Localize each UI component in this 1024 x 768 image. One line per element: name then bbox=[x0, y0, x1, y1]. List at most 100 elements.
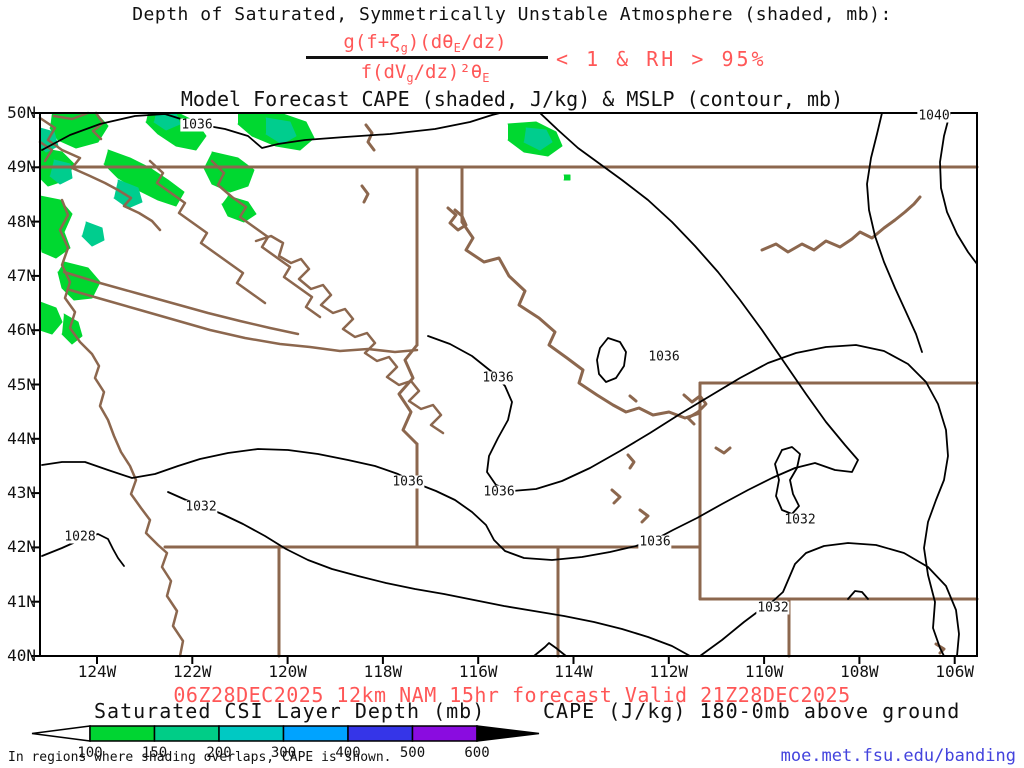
contour-1036 bbox=[41, 112, 859, 561]
equation-numerator: g(f+ζg)(dθE/dz) bbox=[343, 31, 507, 55]
colorbar-right-arrow bbox=[476, 725, 540, 742]
contour-label: 1036 bbox=[638, 534, 672, 550]
lon-label: 106W bbox=[935, 662, 974, 681]
forecast-valid-time: 06Z28DEC2025 12km NAM 15hr forecast Vali… bbox=[173, 683, 851, 707]
lon-label: 118W bbox=[363, 662, 403, 681]
page-title: Depth of Saturated, Symmetrically Unstab… bbox=[132, 4, 892, 25]
contour-1036 bbox=[41, 112, 501, 151]
colorbar-value: 300 bbox=[271, 745, 296, 761]
lat-label: 50N bbox=[7, 103, 36, 122]
colorbar-value: 100 bbox=[77, 745, 102, 761]
river-missouri bbox=[760, 195, 922, 254]
river-bit bbox=[628, 394, 638, 403]
coast-puget bbox=[148, 159, 267, 305]
contour-1040 bbox=[866, 112, 923, 353]
equation-condition: < 1 & RH > 95% bbox=[556, 47, 767, 71]
legend-title-csi: Saturated CSI Layer Depth (mb) bbox=[94, 699, 486, 723]
contour-1028 bbox=[41, 533, 125, 567]
contour-1036 bbox=[427, 335, 949, 657]
lat-label: 46N bbox=[7, 320, 36, 340]
lon-label: 120W bbox=[268, 662, 307, 681]
river-columbia-bend bbox=[254, 234, 445, 435]
river-snake-wy bbox=[682, 393, 708, 426]
colorbar-value: 200 bbox=[206, 745, 231, 761]
river-bit bbox=[638, 508, 650, 524]
colorbar-left-arrow bbox=[31, 725, 91, 742]
colorbar-segment bbox=[89, 725, 156, 742]
river-bit bbox=[714, 446, 732, 455]
shade-teal bbox=[81, 221, 105, 247]
lon-label: 116W bbox=[458, 662, 498, 681]
equation-denominator: f(dVg/dz)²θE bbox=[360, 61, 490, 85]
contour-label: 1036 bbox=[647, 349, 681, 365]
fraction-bar bbox=[306, 56, 548, 59]
coast-puget bbox=[210, 159, 322, 319]
shade-green bbox=[563, 174, 571, 181]
contour-1036-oval bbox=[596, 337, 627, 383]
river-bit bbox=[626, 453, 636, 470]
contour-1032-loop bbox=[774, 446, 801, 515]
lon-label: 108W bbox=[840, 662, 879, 681]
coast-vancouver bbox=[38, 140, 54, 163]
contour-label: 1036 bbox=[482, 484, 516, 500]
contour-label: 1036 bbox=[391, 474, 425, 490]
border-snake bbox=[397, 343, 419, 446]
lat-label: 49N bbox=[7, 157, 36, 177]
colorbar-segment bbox=[153, 725, 220, 742]
map-frame bbox=[39, 112, 978, 657]
contour-1032 bbox=[167, 491, 691, 657]
colorbar-segment bbox=[282, 725, 349, 742]
lat-label: 40N bbox=[7, 646, 36, 665]
lon-label: 114W bbox=[554, 662, 593, 681]
lon-label: 124W bbox=[77, 662, 117, 681]
contour-label: 1040 bbox=[917, 108, 951, 124]
colorbar: 100 150 200 300 400 500 600 bbox=[31, 725, 540, 761]
site-link[interactable]: moe.met.fsu.edu/banding bbox=[780, 746, 1016, 766]
lon-label: 112W bbox=[649, 662, 689, 681]
contour-label: 1028 bbox=[63, 529, 97, 545]
contour-label: 1032 bbox=[783, 512, 817, 528]
coast-vancouver bbox=[38, 116, 162, 232]
colorbar-segment bbox=[218, 725, 285, 742]
colorbar-value: 150 bbox=[142, 745, 167, 761]
lat-label: 45N bbox=[7, 374, 36, 394]
river-columbia-lower bbox=[62, 270, 300, 336]
river-pend-oreille bbox=[360, 184, 370, 204]
lat-label: 47N bbox=[7, 265, 36, 285]
lon-label: 122W bbox=[173, 662, 212, 681]
river-bit bbox=[610, 488, 622, 505]
coast-vancouver bbox=[52, 111, 90, 121]
lon-label: 110W bbox=[744, 662, 784, 681]
contour-label: 1032 bbox=[756, 600, 790, 616]
model-forecast-subtitle: Model Forecast CAPE (shaded, J/kg) & MSL… bbox=[180, 87, 844, 111]
contour-small bbox=[847, 590, 869, 600]
river-flathead bbox=[446, 206, 468, 232]
river-columbia-lower bbox=[68, 288, 419, 354]
lat-label: 44N bbox=[7, 428, 36, 448]
colorbar-value: 400 bbox=[335, 745, 360, 761]
coast-vancouver bbox=[91, 111, 105, 141]
overlap-note: In regions where shading overlaps, CAPE … bbox=[8, 750, 392, 765]
lat-label: 48N bbox=[7, 211, 36, 231]
river-okanogan bbox=[364, 123, 376, 152]
contour-1040 bbox=[939, 112, 978, 265]
colorbar-segment bbox=[411, 725, 478, 742]
contour-label: 1036 bbox=[481, 370, 515, 386]
shade-teal bbox=[265, 117, 297, 145]
lat-label: 41N bbox=[7, 591, 36, 611]
contour-label: 1036 bbox=[180, 117, 214, 133]
shade-teal bbox=[523, 127, 553, 151]
coast-main bbox=[58, 198, 185, 658]
shade-green bbox=[39, 301, 63, 335]
shade-green bbox=[203, 151, 255, 193]
border-id-mt-diag bbox=[460, 220, 702, 420]
colorbar-segment bbox=[347, 725, 414, 742]
contour-label: 1032 bbox=[184, 499, 218, 515]
legend-title-cape: CAPE (J/kg) 180-0mb above ground bbox=[543, 699, 961, 723]
colorbar-value: 500 bbox=[400, 745, 425, 761]
colorbar-value: 600 bbox=[464, 745, 489, 761]
contour-small bbox=[533, 642, 567, 657]
